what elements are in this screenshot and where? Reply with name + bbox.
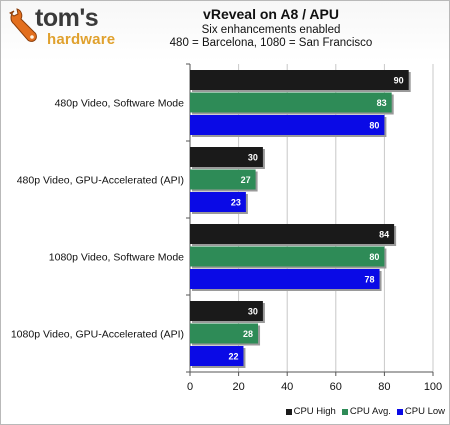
legend-label-cpu-low: CPU Low [404,406,445,417]
bar [190,301,263,321]
bar-value-label: 30 [248,153,258,163]
bar-value-label: 84 [379,230,389,240]
bar-value-label: 83 [377,98,387,108]
legend-swatch-cpu-avg [341,408,348,415]
legend-label-cpu-high: CPU High [293,406,336,417]
bar [190,323,259,344]
x-tick-label: 0 [187,381,193,393]
bar-value-label: 78 [365,275,375,285]
bar-value-label: 80 [369,121,379,131]
legend-swatch-cpu-high [285,408,292,415]
bar-value-label: 90 [394,76,404,86]
chart-subtitle-1: Six enhancements enabled [201,24,341,36]
bar [190,192,246,212]
bar-value-label: 28 [243,329,253,339]
bar [190,92,392,113]
legend-item-cpu-low: CPU Low [396,406,445,417]
legend-item-cpu-avg: CPU Avg. [341,406,391,417]
x-tick-label: 60 [330,381,342,393]
category-label: 480p Video, Software Mode [55,98,185,110]
chart-subtitle-2: 480 = Barcelona, 1080 = San Francisco [169,37,373,49]
category-label: 1080p Video, Software Mode [49,252,184,264]
logo-sub-text: hardware [47,31,116,48]
x-tick-label: 100 [424,381,442,393]
bar-value-label: 27 [241,175,251,185]
bar-chart: 0 20 40 60 80 100 480p Video, Software Mode 90 8… [11,63,442,393]
bar [190,224,395,244]
category-label: 480p Video, GPU-Accelerated (API) [17,175,184,187]
bar [190,269,380,289]
category-label: 1080p Video, GPU-Accelerated (API) [11,329,184,341]
legend-item-cpu-high: CPU High [285,406,336,417]
chart-legend: CPU High CPU Avg. CPU Low [285,406,445,417]
toms-hardware-logo: tom's hardware [7,4,137,51]
bar [190,115,385,135]
bar-value-label: 30 [248,307,258,317]
x-tick-label: 20 [232,381,244,393]
bar-value-label: 22 [228,352,238,362]
bar [190,70,409,90]
logo-brand-text: tom's [35,4,99,32]
bar-value-label: 80 [369,252,379,262]
wrench-logo-icon [9,8,37,42]
bar-value-label: 23 [231,198,241,208]
bar [190,147,263,167]
x-tick-label: 80 [378,381,390,393]
bar [190,246,385,267]
legend-label-cpu-avg: CPU Avg. [349,406,391,417]
bar [190,346,244,366]
legend-swatch-cpu-low [396,408,403,415]
x-tick-label: 40 [281,381,293,393]
bar [190,169,256,190]
chart-title: vReveal on A8 / APU [203,6,339,22]
